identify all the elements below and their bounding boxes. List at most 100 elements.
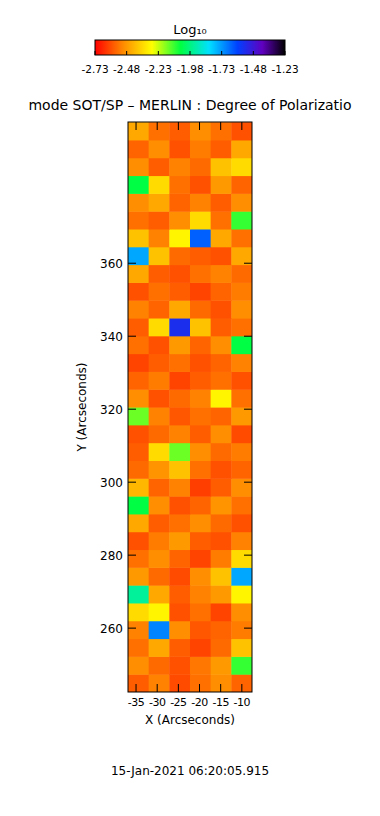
heatmap-cell (149, 621, 170, 639)
heatmap-cell (169, 567, 190, 585)
heatmap-cell (169, 443, 190, 461)
y-tick (128, 628, 136, 629)
heatmap-cell (190, 478, 211, 496)
heatmap-cell (190, 532, 211, 550)
heatmap-cell (128, 265, 149, 283)
heatmap-cell (231, 140, 252, 158)
heatmap-cell (211, 656, 232, 674)
colorbar-tick (190, 51, 191, 55)
heatmap-cell (190, 318, 211, 336)
heatmap-cell (190, 158, 211, 176)
heatmap-cell (190, 603, 211, 621)
heatmap-cell (211, 300, 232, 318)
heatmap-cell (231, 603, 252, 621)
heatmap-cell (128, 639, 149, 657)
colorbar (95, 40, 285, 55)
heatmap-cell (169, 371, 190, 389)
heatmap-cell (149, 229, 170, 247)
colorbar-tick-label: -2.48 (113, 63, 140, 75)
heatmap-cell (128, 496, 149, 514)
heatmap-cell (231, 354, 252, 372)
heatmap-cell (149, 656, 170, 674)
heatmap-cell (190, 407, 211, 425)
heatmap-cell (231, 158, 252, 176)
heatmap-cell (149, 336, 170, 354)
heatmap-cell (231, 336, 252, 354)
heatmap-cell (211, 621, 232, 639)
heatmap-cell (169, 140, 190, 158)
heatmap-cell (128, 389, 149, 407)
heatmap-cell (149, 514, 170, 532)
heatmap-cell (190, 496, 211, 514)
heatmap-cell (149, 567, 170, 585)
x-tick-label: -15 (212, 696, 229, 709)
heatmap-cell (231, 211, 252, 229)
heatmap-cell (211, 318, 232, 336)
heatmap-cell (190, 514, 211, 532)
x-tick-top (157, 122, 158, 130)
heatmap-cell (128, 550, 149, 568)
heatmap-cell (169, 532, 190, 550)
colorbar-tick-label: -2.73 (81, 63, 108, 75)
x-tick (136, 684, 137, 692)
heatmap-cell (149, 247, 170, 265)
heatmap-cell (128, 354, 149, 372)
heatmap-cell (169, 585, 190, 603)
heatmap-cell (128, 211, 149, 229)
heatmap-cell (190, 282, 211, 300)
heatmap-cell (211, 567, 232, 585)
heatmap-cell (128, 407, 149, 425)
heatmap-cell (149, 460, 170, 478)
heatmap-cell (211, 158, 232, 176)
heatmap-cell (169, 282, 190, 300)
x-tick-top (199, 122, 200, 130)
heatmap-cell (231, 460, 252, 478)
heatmap-cell (169, 550, 190, 568)
colorbar-tick (285, 51, 286, 55)
heatmap-cell (128, 140, 149, 158)
y-tick-right (244, 555, 252, 556)
heatmap-cell (211, 354, 232, 372)
heatmap-cell (190, 371, 211, 389)
x-tick-label: -35 (128, 696, 145, 709)
heatmap-cell (211, 122, 232, 140)
y-tick-right (244, 628, 252, 629)
heatmap-cell (190, 639, 211, 657)
x-tick-top (136, 122, 137, 130)
heatmap-cell (231, 639, 252, 657)
heatmap-cell (190, 265, 211, 283)
heatmap-cell (149, 478, 170, 496)
heatmap-cell (211, 425, 232, 443)
heatmap-cell (128, 674, 149, 692)
heatmap-cell (149, 282, 170, 300)
y-tick-label: 280 (100, 549, 123, 563)
plot-frame (128, 122, 252, 692)
heatmap-cell (169, 300, 190, 318)
x-axis-label: X (Arcseconds) (145, 713, 235, 727)
heatmap-cell (190, 211, 211, 229)
heatmap-cell (190, 140, 211, 158)
heatmap-cell (169, 211, 190, 229)
heatmap-cell (190, 176, 211, 194)
colorbar-tick (95, 51, 96, 55)
y-axis-label: Y (Arcseconds) (75, 362, 89, 452)
heatmap-cell (128, 532, 149, 550)
heatmap-cell (211, 514, 232, 532)
heatmap-cell (169, 639, 190, 657)
heatmap-cell (169, 460, 190, 478)
x-tick-label: -20 (191, 696, 208, 709)
heatmap-cell (149, 211, 170, 229)
heatmap-cell (231, 514, 252, 532)
heatmap-cell (149, 318, 170, 336)
heatmap-cell (231, 229, 252, 247)
heatmap-cell (169, 478, 190, 496)
heatmap-cell (169, 318, 190, 336)
heatmap-cell (128, 514, 149, 532)
heatmap-cell (211, 247, 232, 265)
heatmap-cell (149, 389, 170, 407)
y-tick-label: 360 (100, 257, 123, 271)
heatmap-cell (231, 176, 252, 194)
heatmap-cell (149, 425, 170, 443)
x-tick-top (241, 122, 242, 130)
heatmap-cell (211, 371, 232, 389)
